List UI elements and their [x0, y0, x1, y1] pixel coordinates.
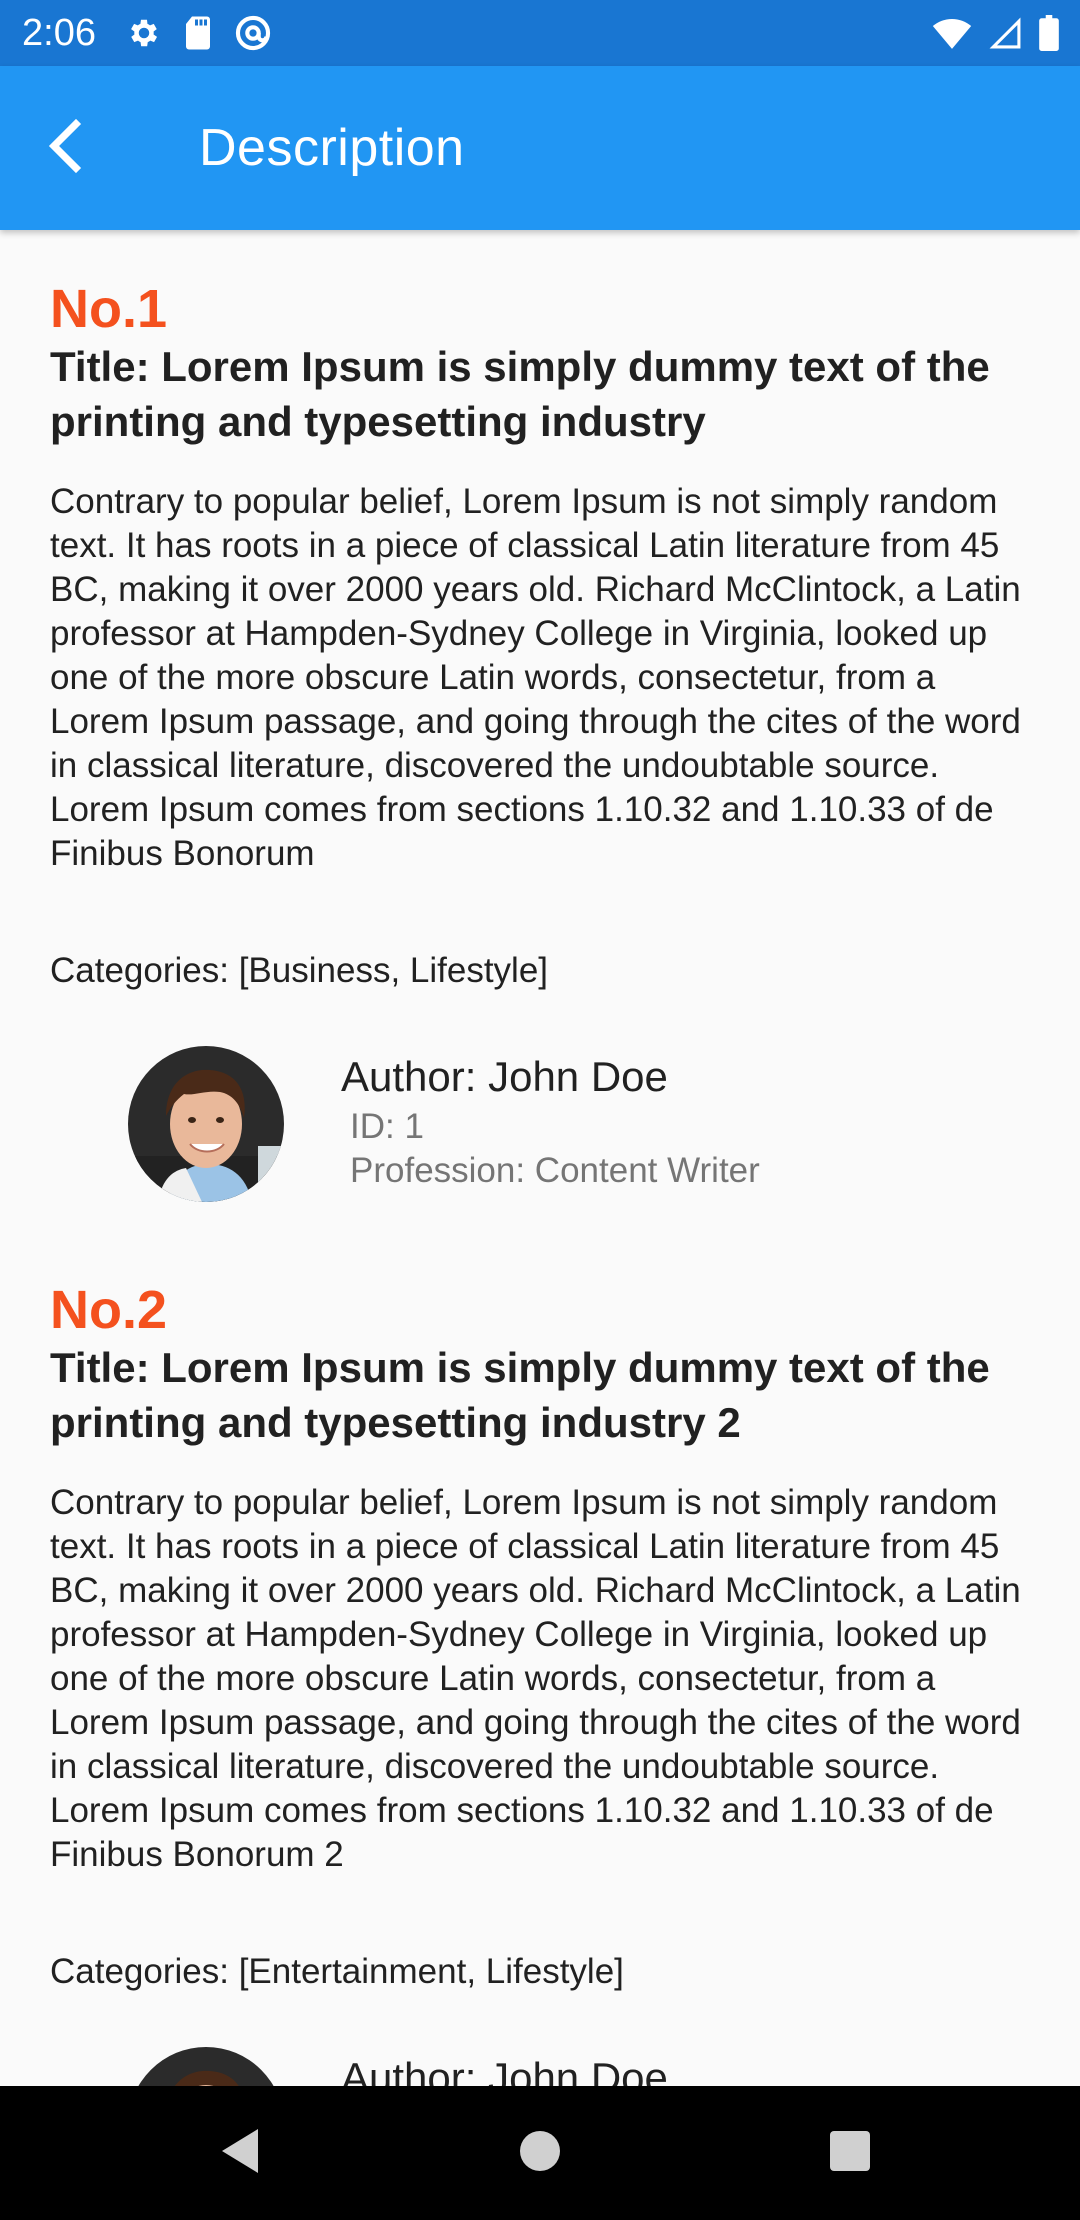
nav-home-icon: [518, 2129, 562, 2178]
author-profession: Profession: Content Writer: [350, 1151, 760, 1190]
back-button[interactable]: [24, 108, 104, 188]
post-list[interactable]: No.1 Title: Lorem Ipsum is simply dummy …: [0, 230, 1080, 2086]
sd-card-icon: [182, 15, 214, 51]
post-body: Contrary to popular belief, Lorem Ipsum …: [50, 1483, 1021, 1874]
nav-back-icon: [218, 2127, 262, 2180]
nav-back-button[interactable]: [200, 2113, 280, 2193]
at-sign-icon: [234, 14, 272, 52]
nav-recents-button[interactable]: [810, 2113, 890, 2193]
wifi-icon: [932, 16, 972, 50]
signal-icon: [988, 16, 1022, 50]
chevron-left-icon: [40, 118, 88, 179]
post-title: Title: Lorem Ipsum is simply dummy text …: [50, 343, 990, 445]
nav-home-button[interactable]: [500, 2113, 580, 2193]
avatar: [128, 1046, 284, 1202]
battery-icon: [1038, 15, 1060, 51]
post-categories: Categories: [Business, Lifestyle]: [50, 951, 549, 990]
post-number: No.2: [50, 1280, 168, 1340]
avatar: [128, 2047, 284, 2086]
app-bar: Description: [0, 66, 1080, 230]
status-time: 2:06: [22, 12, 96, 54]
page-title: Description: [199, 119, 465, 177]
post-title: Title: Lorem Ipsum is simply dummy text …: [50, 1344, 990, 1446]
author-id: ID: 1: [350, 1107, 424, 1146]
post-categories: Categories: [Entertainment, Lifestyle]: [50, 1952, 624, 1991]
author-name: Author: John Doe: [341, 1053, 668, 1100]
nav-recents-icon: [829, 2130, 871, 2177]
status-icons-left: [126, 13, 272, 53]
gear-icon: [126, 15, 162, 51]
post-number: No.1: [50, 279, 168, 339]
status-bar: 2:06: [0, 0, 1080, 66]
navigation-bar: [0, 2086, 1080, 2220]
post-body: Contrary to popular belief, Lorem Ipsum …: [50, 482, 1021, 873]
author-name: Author: John Doe: [341, 2054, 668, 2086]
status-icons-right: [932, 13, 1060, 53]
